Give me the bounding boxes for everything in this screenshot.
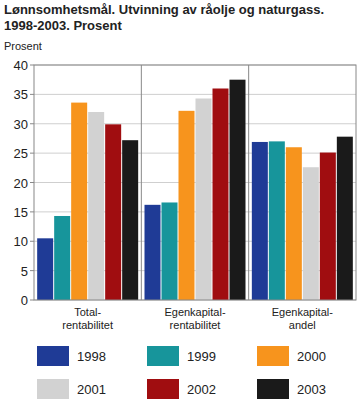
legend-swatch: [37, 379, 69, 399]
bar: [320, 153, 336, 300]
bar: [145, 205, 161, 300]
tick-label: 5: [21, 264, 28, 279]
tick-label: 15: [14, 205, 28, 220]
legend: 1998 1999 2000 2001 2002 2003: [37, 346, 326, 399]
tick-mark: [30, 211, 34, 212]
grid-line: [34, 94, 356, 95]
tick-mark: [30, 123, 34, 124]
y-axis-label: Prosent: [4, 40, 42, 52]
category-label-line: andel: [289, 319, 316, 331]
chart: Lønnsomhetsmål. Utvinning av råolje og n…: [0, 0, 364, 408]
group-separator: [248, 65, 249, 300]
tick-label: 40: [14, 58, 28, 73]
legend-label: 2003: [297, 382, 326, 397]
legend-swatch: [147, 379, 179, 399]
bar: [252, 142, 268, 300]
bar: [213, 89, 229, 301]
tick-mark: [30, 241, 34, 242]
bar: [162, 202, 178, 300]
category-label-line: Total-: [74, 306, 101, 318]
bar: [196, 98, 212, 300]
bar: [179, 111, 195, 300]
category-label: Egenkapital-andel: [272, 306, 333, 331]
tick-mark: [30, 94, 34, 95]
bar: [71, 103, 87, 300]
tick-label: 20: [14, 176, 28, 191]
category-label: Total-rentabilitet: [62, 306, 113, 331]
bar: [230, 80, 246, 300]
bar: [269, 141, 285, 300]
tick-mark: [30, 153, 34, 154]
legend-swatch: [257, 346, 289, 366]
legend-label: 2002: [187, 382, 216, 397]
legend-swatch: [37, 346, 69, 366]
bar: [37, 238, 53, 300]
legend-swatch: [147, 346, 179, 366]
title: Lønnsomhetsmål. Utvinning av råolje og n…: [4, 2, 324, 33]
tick-mark: [30, 270, 34, 271]
category-label-line: rentabilitet: [170, 319, 221, 331]
bar: [337, 137, 353, 300]
category-label-line: Egenkapital-: [164, 306, 225, 318]
category-label-line: Egenkapital-: [272, 306, 333, 318]
legend-swatch: [257, 379, 289, 399]
tick-label: 0: [21, 293, 28, 308]
bar: [88, 112, 104, 300]
tick-mark: [30, 65, 34, 66]
bar: [303, 167, 319, 300]
tick-mark: [30, 300, 34, 301]
tick-label: 35: [14, 87, 28, 102]
tick-mark: [30, 182, 34, 183]
title-line: Lønnsomhetsmål. Utvinning av råolje og n…: [4, 2, 324, 17]
legend-label: 2000: [297, 349, 326, 364]
category-label-line: rentabilitet: [62, 319, 113, 331]
bar: [122, 140, 138, 300]
legend-label: 1999: [187, 349, 216, 364]
category-label: Egenkapital-rentabilitet: [164, 306, 225, 331]
bars: [37, 80, 353, 300]
bar: [54, 216, 70, 300]
legend-label: 1998: [77, 349, 106, 364]
grid: [30, 65, 356, 300]
tick-label: 25: [14, 146, 28, 161]
bar: [105, 124, 121, 300]
group-separator: [141, 65, 142, 300]
bar: [286, 147, 302, 300]
tick-label: 30: [14, 117, 28, 132]
tick-label: 10: [14, 234, 28, 249]
plot-frame: [34, 65, 356, 300]
title-line: 1998-2003. Prosent: [4, 18, 122, 33]
legend-label: 2001: [77, 382, 106, 397]
